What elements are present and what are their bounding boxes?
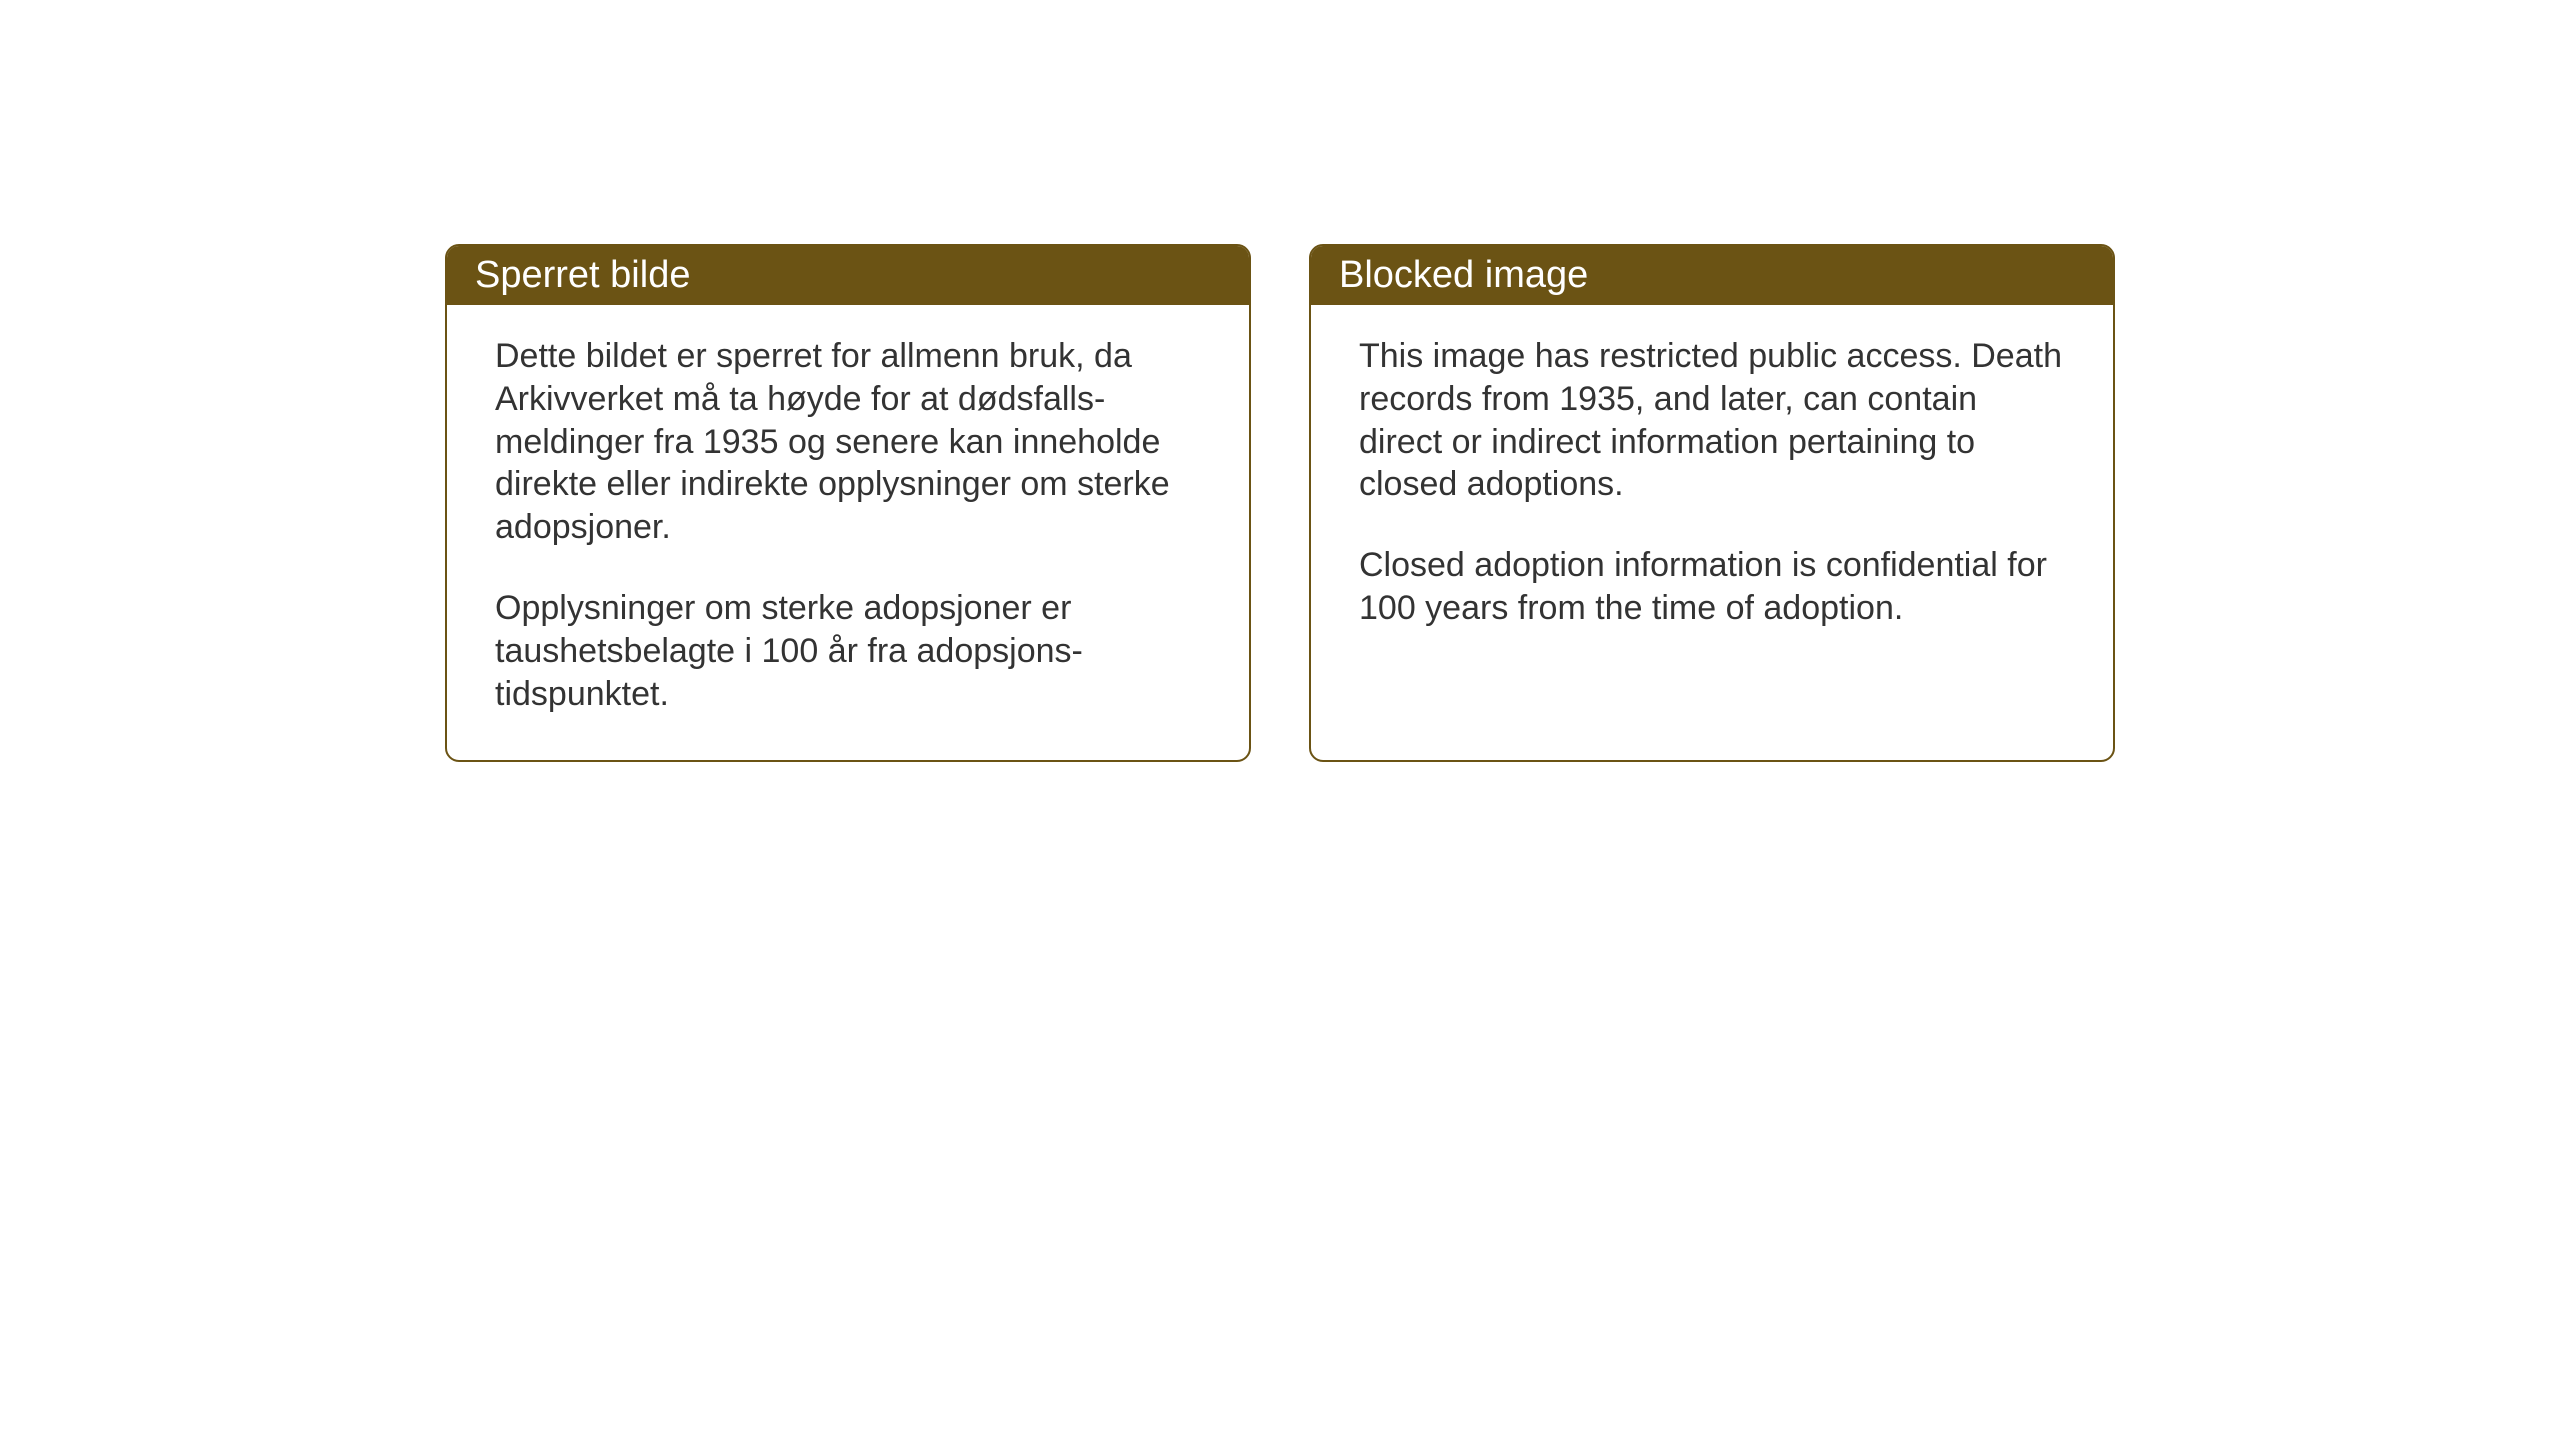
notice-box-english: Blocked image This image has restricted … — [1309, 244, 2115, 762]
notice-body-english: This image has restricted public access.… — [1311, 305, 2113, 674]
notice-box-norwegian: Sperret bilde Dette bildet er sperret fo… — [445, 244, 1251, 762]
notice-paragraph-1-english: This image has restricted public access.… — [1359, 335, 2065, 506]
notice-title-english: Blocked image — [1311, 246, 2113, 305]
notice-title-norwegian: Sperret bilde — [447, 246, 1249, 305]
notice-body-norwegian: Dette bildet er sperret for allmenn bruk… — [447, 305, 1249, 760]
notice-paragraph-2-norwegian: Opplysninger om sterke adopsjoner er tau… — [495, 587, 1201, 715]
notice-paragraph-1-norwegian: Dette bildet er sperret for allmenn bruk… — [495, 335, 1201, 549]
notice-container: Sperret bilde Dette bildet er sperret fo… — [445, 244, 2115, 762]
notice-paragraph-2-english: Closed adoption information is confident… — [1359, 544, 2065, 630]
